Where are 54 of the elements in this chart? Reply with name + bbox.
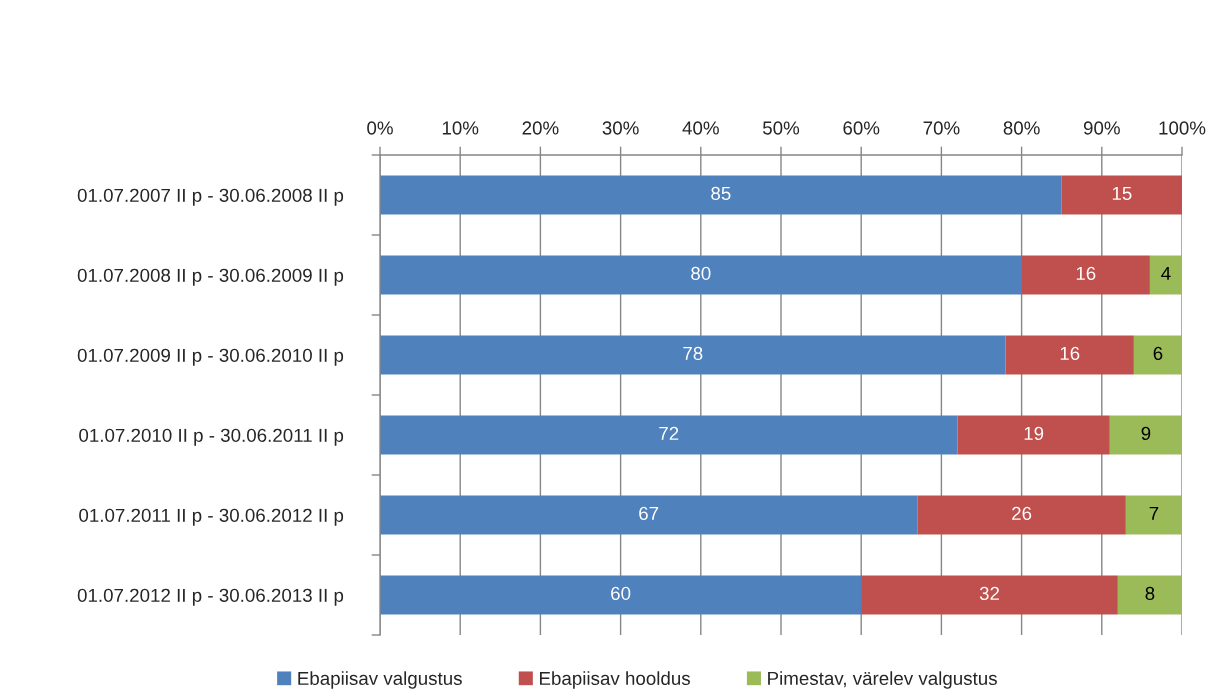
bar <box>1125 495 1182 535</box>
x-tick-label: 70% <box>923 121 960 135</box>
bar <box>380 495 918 535</box>
bar <box>1109 415 1182 455</box>
data-label: 32 <box>979 586 1000 601</box>
legend-label: Pimestav, värelev valgustus <box>768 671 997 689</box>
data-label: 72 <box>659 426 679 440</box>
bar <box>380 415 958 455</box>
data-label: 4 <box>1161 266 1171 280</box>
data-label: 60 <box>611 586 631 601</box>
data-label: 16 <box>1060 346 1080 361</box>
x-tick-label: 80% <box>1003 121 1040 135</box>
data-label: 16 <box>1076 266 1096 281</box>
x-tick-label: 10% <box>442 121 479 135</box>
data-label: 8 <box>1145 586 1155 601</box>
bar <box>1117 575 1182 615</box>
bar <box>380 575 862 615</box>
bar <box>1133 335 1182 375</box>
bar <box>917 495 1126 535</box>
x-tick-label: 60% <box>843 121 880 135</box>
data-label: 80 <box>691 266 711 281</box>
bar <box>380 175 1062 215</box>
bar <box>1061 175 1182 215</box>
x-tick-label: 40% <box>682 121 719 135</box>
y-tick-label: 01.07.2007 II p - 30.06.2008 II p <box>77 188 344 206</box>
y-tick-label: 01.07.2011 II p - 30.06.2012 II p <box>79 508 344 526</box>
bar <box>957 415 1110 455</box>
x-tick-label: 30% <box>602 121 639 135</box>
data-label: 7 <box>1149 506 1159 520</box>
data-label: 85 <box>711 186 731 201</box>
data-label: 19 <box>1024 426 1044 441</box>
y-tick-label: 01.07.2008 II p - 30.06.2009 II p <box>77 268 344 286</box>
legend-label: Ebapiisav valgustus <box>298 671 462 689</box>
y-tick-label: 01.07.2012 II p - 30.06.2013 II p <box>77 588 344 606</box>
bar <box>380 255 1022 295</box>
data-label: 26 <box>1012 506 1032 521</box>
legend-label: Ebapiisav hooldus <box>540 671 690 689</box>
bar <box>1021 255 1150 295</box>
y-tick-label: 01.07.2010 II p - 30.06.2011 II p <box>79 428 344 446</box>
data-label: 78 <box>683 346 703 361</box>
data-label: 6 <box>1153 346 1163 361</box>
x-tick-label: 90% <box>1083 121 1120 135</box>
x-tick-label: 100% <box>1159 121 1206 135</box>
data-label: 15 <box>1112 186 1132 201</box>
bar <box>861 575 1118 615</box>
data-label: 67 <box>639 506 659 521</box>
y-tick-label: 01.07.2009 II p - 30.06.2010 II p <box>77 348 344 366</box>
bar <box>1149 255 1182 295</box>
bar <box>380 335 1006 375</box>
x-tick-label: 20% <box>522 121 559 135</box>
bar <box>1005 335 1134 375</box>
x-tick-label: 50% <box>762 121 800 135</box>
x-tick-label: 0% <box>367 121 393 135</box>
data-label: 9 <box>1141 426 1151 441</box>
